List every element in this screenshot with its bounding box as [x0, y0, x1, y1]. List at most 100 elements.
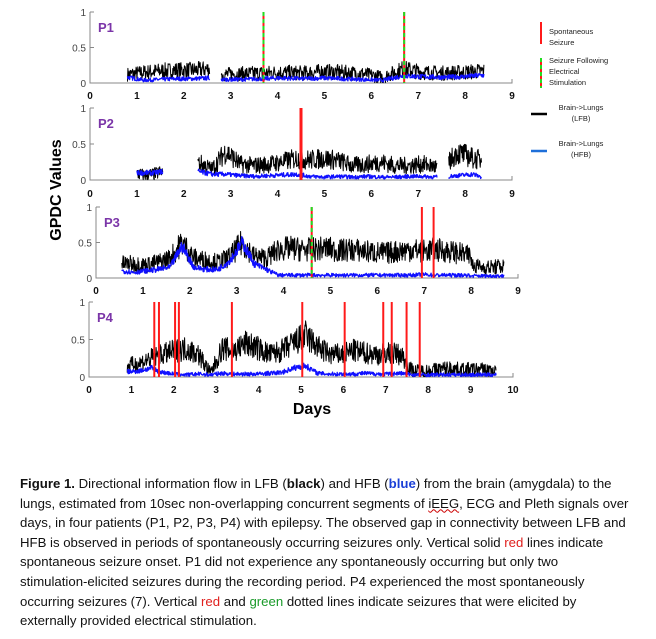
hfb-series-line	[126, 362, 497, 378]
panel-label: P1	[98, 20, 114, 35]
y-tick-label: 0	[80, 79, 86, 90]
x-tick-label: 4	[275, 91, 281, 102]
x-tick-label: 8	[425, 385, 431, 396]
figure-chart: GPDC Values Days 00.510 1 2 3 4 5 6 7 8 9P100.510…	[48, 8, 608, 418]
x-tick-label: 5	[298, 385, 304, 396]
lfb-series-line	[197, 145, 438, 176]
figure-caption: Figure 1. Directional information flow i…	[20, 474, 650, 631]
caption-text: stimulation-elicited seizures during the…	[20, 573, 585, 589]
lfb-series-line	[127, 61, 211, 82]
y-axis-label: GPDC Values	[48, 139, 65, 240]
x-tick-label: 7	[383, 385, 389, 396]
y-tick-label: 1	[86, 203, 92, 214]
hfb-series-line	[470, 273, 505, 279]
caption-text: ) from the brain (amygdala) to the	[415, 476, 612, 491]
x-tick-label: 2	[171, 385, 177, 396]
x-tick-label: 0	[86, 385, 92, 396]
caption-line: HFB is observed in periods of spontaneou…	[20, 533, 650, 553]
caption-line: days, in four patients (P1, P2, P3, P4) …	[20, 513, 650, 533]
x-tick-label: 5	[328, 286, 334, 297]
hfb-series-line	[121, 235, 472, 278]
x-tick-label: 9	[509, 189, 515, 200]
x-tick-label: 4	[275, 189, 281, 200]
caption-line: lungs, estimated from 10sec non-overlapp…	[20, 494, 650, 514]
x-tick-label: 6	[369, 91, 375, 102]
y-tick-label: 1	[79, 298, 85, 309]
x-tick-label: 2	[181, 189, 187, 200]
legend-label: Stimulation	[549, 78, 586, 87]
legend: Spontaneous Seizure Seizure Following Elect…	[531, 22, 608, 159]
y-tick-label: 0.5	[71, 336, 85, 347]
lfb-series-line	[470, 257, 505, 276]
caption-text: Figure 1.	[20, 476, 75, 491]
x-tick-label: 7	[415, 189, 421, 200]
caption-text: Directional information flow in LFB (	[74, 476, 287, 491]
caption-text: black	[286, 476, 321, 491]
hfb-series-line	[197, 168, 438, 180]
caption-text: red	[504, 534, 524, 550]
y-tick-label: 0.5	[78, 239, 92, 250]
x-tick-label: 10	[507, 385, 519, 396]
y-tick-label: 0.5	[72, 140, 86, 151]
panel-p2: 0 0.5 1 0 1 2 3 4 5 6 7 8 9 P2	[72, 104, 515, 200]
caption-text: days, in four patients (P1, P2, P3, P4) …	[20, 515, 626, 531]
caption-text: , ECG and Pleth signals over	[459, 495, 629, 511]
x-tick-label: 0	[87, 91, 93, 102]
x-tick-label: 9	[515, 286, 521, 297]
lfb-series-line	[121, 231, 472, 274]
hfb-series-line	[126, 75, 211, 83]
x-tick-label: 9	[468, 385, 474, 396]
hfb-series-line	[136, 168, 164, 176]
caption-text: ) and HFB (	[320, 476, 389, 491]
x-tick-label: 2	[181, 91, 187, 102]
legend-label: (HFB)	[571, 150, 591, 159]
y-tick-label: 0.5	[72, 44, 86, 55]
caption-text: iEEG	[428, 495, 460, 511]
x-tick-label: 5	[322, 91, 328, 102]
caption-text: lines indicate	[523, 534, 604, 550]
x-tick-label: 6	[369, 189, 375, 200]
caption-line: stimulation-elicited seizures during the…	[20, 572, 650, 592]
caption-text: red	[201, 593, 221, 609]
caption-text: green	[249, 593, 284, 609]
caption-text: and	[220, 593, 250, 609]
x-tick-label: 1	[129, 385, 135, 396]
x-tick-label: 6	[341, 385, 347, 396]
caption-text: spontaneous seizure onset. P1 did not ex…	[20, 554, 559, 570]
x-tick-label: 9	[509, 91, 515, 102]
panel-p1: 0 0.5 1 0 1 2 3 4 5 6 7 8 9 P1	[72, 8, 515, 102]
y-tick-label: 0	[79, 373, 85, 384]
legend-label: Electrical	[549, 67, 580, 76]
caption-line: occurring seizures (7). Vertical red and…	[20, 592, 650, 612]
y-tick-label: 0	[86, 274, 92, 285]
x-axis-label: Days	[293, 401, 331, 418]
x-tick-label: 1	[134, 189, 140, 200]
x-tick-label: 8	[462, 189, 468, 200]
legend-label: Brain->Lungs	[559, 103, 604, 112]
lfb-series-line	[448, 143, 482, 170]
lfb-series-line	[220, 61, 485, 84]
x-tick-label: 8	[462, 91, 468, 102]
y-tick-label: 1	[80, 104, 86, 115]
caption-line: spontaneous seizure onset. P1 did not ex…	[20, 552, 650, 572]
x-tick-label: 7	[421, 286, 427, 297]
caption-text: HFB is observed in periods of spontaneou…	[20, 534, 505, 550]
caption-line: Figure 1. Directional information flow i…	[20, 474, 650, 494]
caption-text: externally provided electrical stimulati…	[20, 613, 257, 629]
panel-label: P2	[98, 116, 114, 131]
legend-label: Spontaneous	[549, 27, 593, 36]
legend-label: (LFB)	[572, 114, 591, 123]
caption-text: occurring seizures (7). Vertical	[20, 593, 202, 609]
panel-p3: 0 0.5 1 0 1 2 3 4 5 6 7 8 9 P3	[78, 203, 521, 297]
x-tick-label: 2	[187, 286, 193, 297]
x-tick-label: 0	[87, 189, 93, 200]
x-tick-label: 6	[375, 286, 381, 297]
hfb-series-line	[448, 172, 482, 180]
x-tick-label: 7	[415, 91, 421, 102]
x-tick-label: 5	[322, 189, 328, 200]
x-tick-label: 4	[256, 385, 262, 396]
x-tick-label: 3	[213, 385, 219, 396]
y-tick-label: 1	[80, 8, 86, 19]
caption-text: dotted lines indicate seizures that were…	[283, 593, 577, 609]
